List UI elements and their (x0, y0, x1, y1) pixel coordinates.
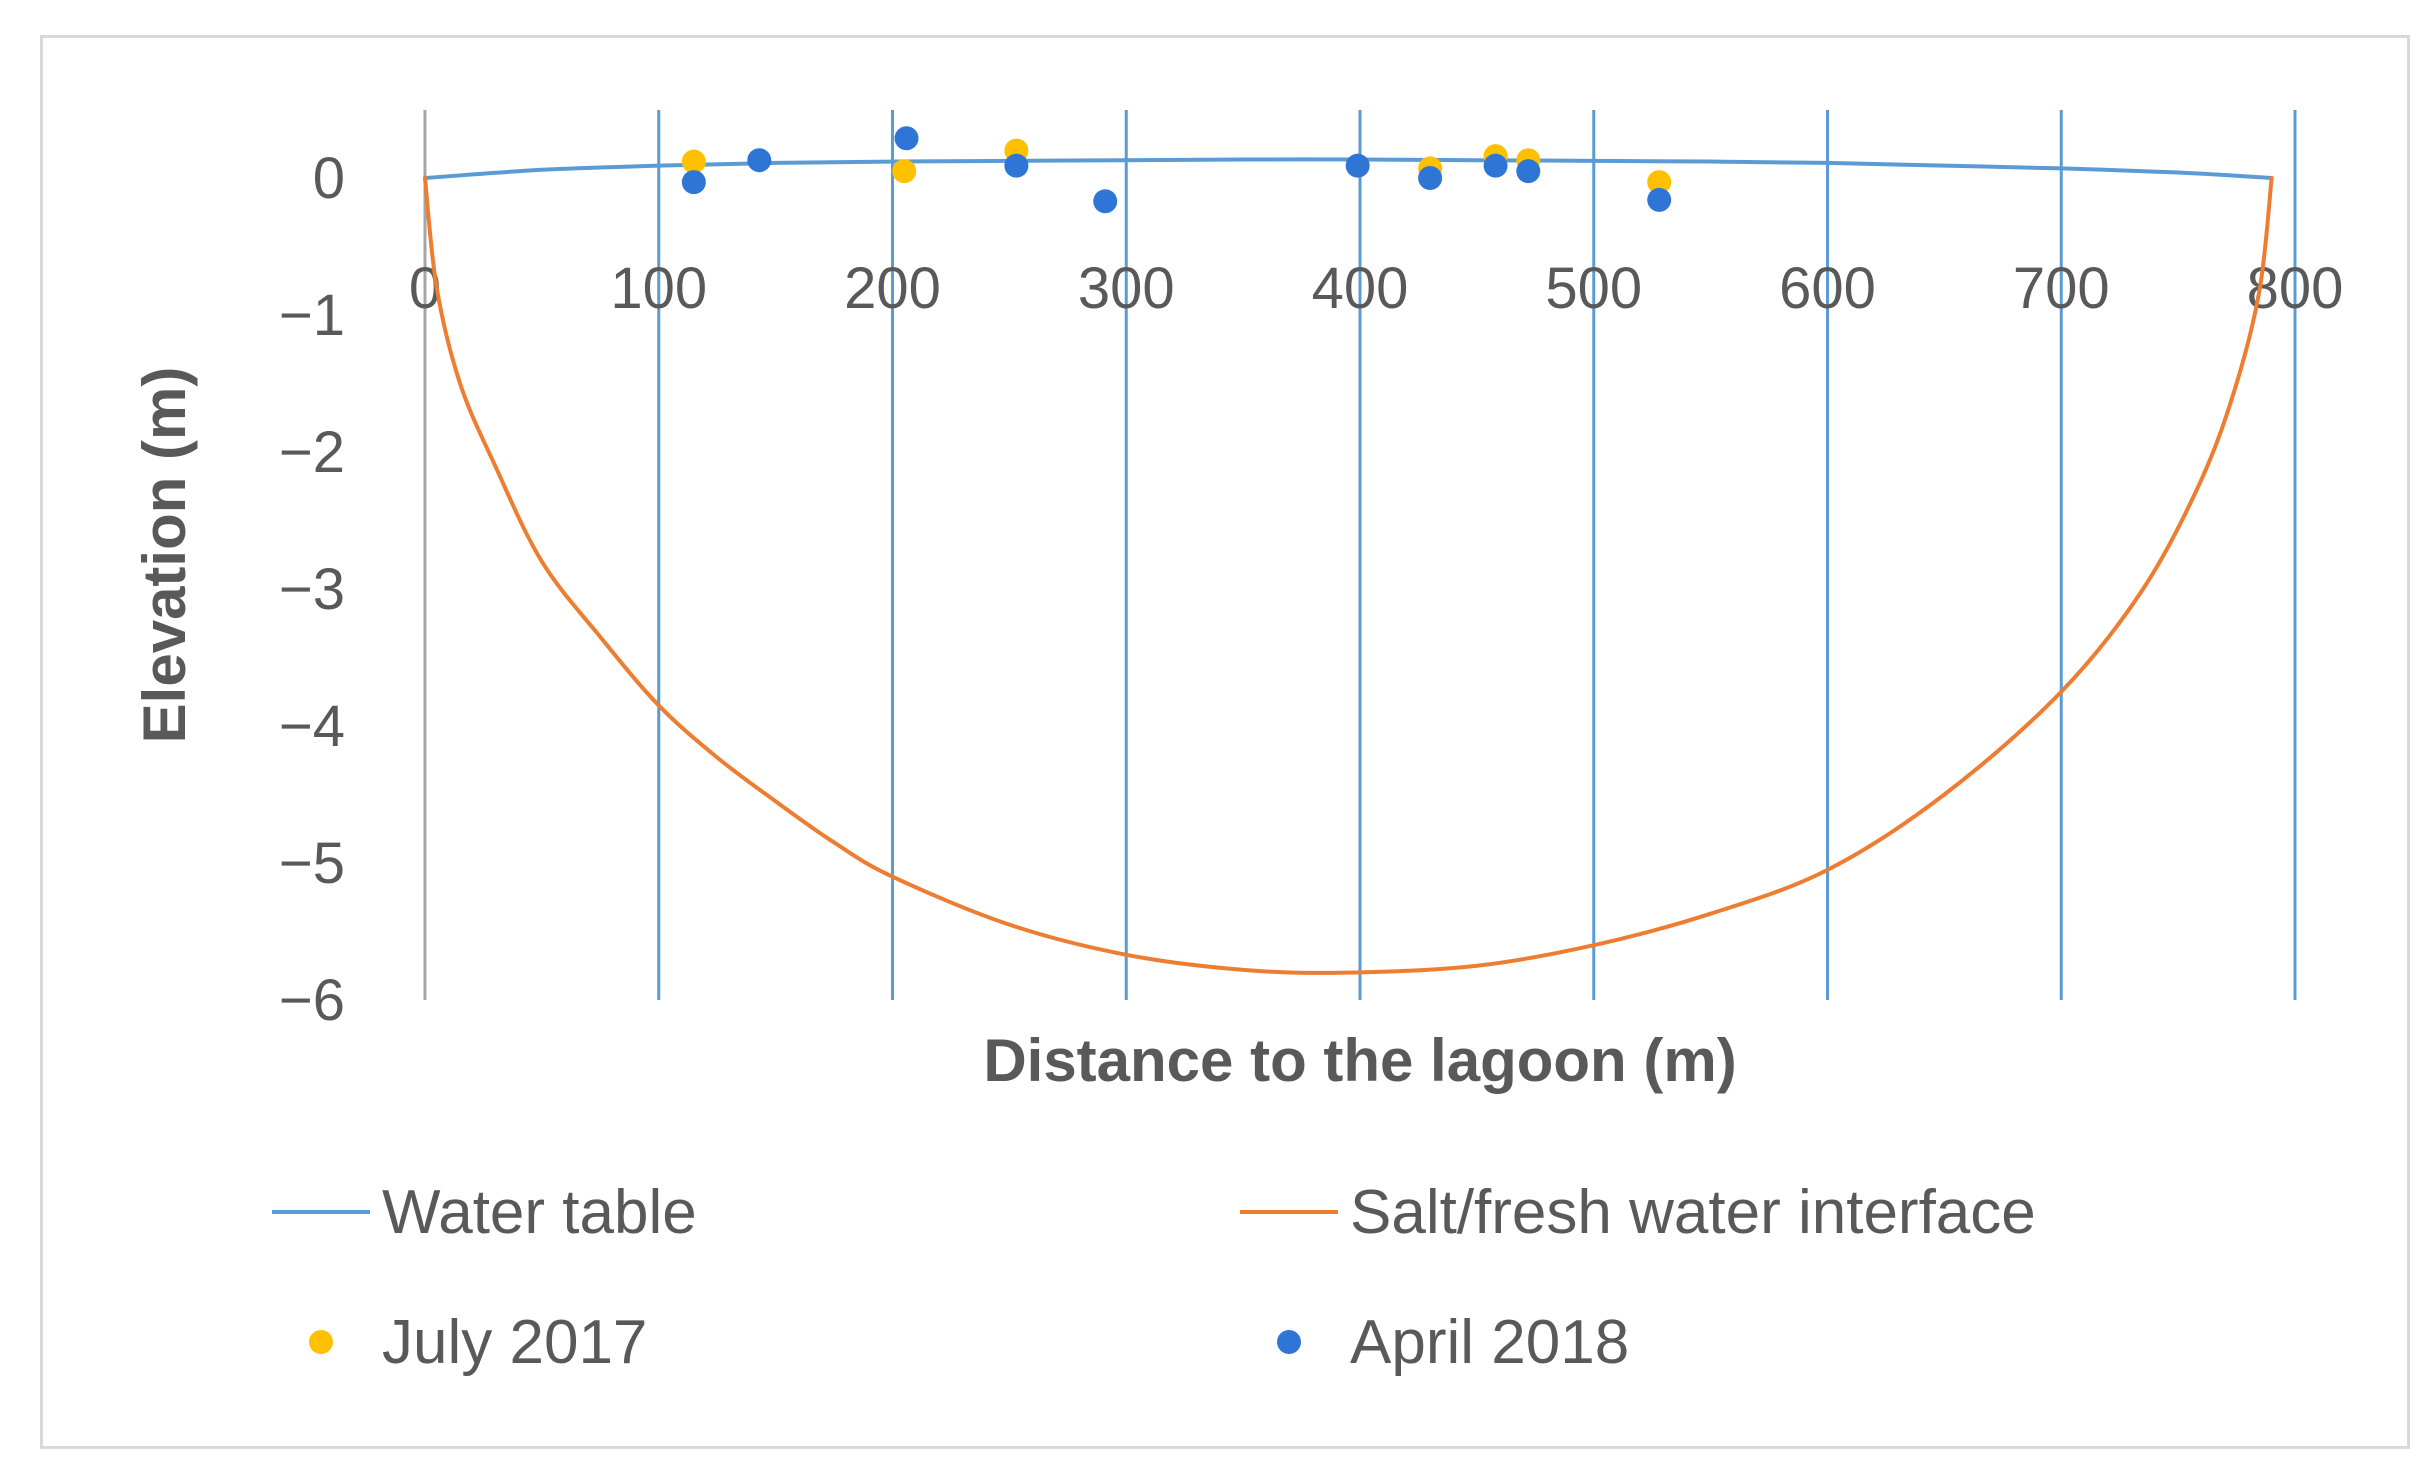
y-tick-label: −3 (279, 557, 345, 622)
april-2018-point (1483, 153, 1508, 178)
x-tick-label: 600 (1779, 256, 1876, 321)
april-2018-point (1418, 166, 1443, 190)
x-tick-label: 400 (1312, 256, 1409, 321)
y-tick-label: −6 (279, 968, 345, 1033)
x-tick-label: 500 (1545, 256, 1642, 321)
y-tick-label: −4 (279, 694, 345, 759)
april-2018-point (1516, 159, 1541, 184)
y-tick-label: −5 (279, 831, 345, 896)
july-2017-point (1647, 170, 1672, 195)
legend-label-salt-fresh-water-interface: Salt/fresh water interface (1350, 1178, 2036, 1247)
april-2018-point (1345, 153, 1370, 178)
series-layer (423, 126, 2274, 975)
y-tick-label: −1 (279, 283, 345, 348)
x-tick-label: 700 (2013, 256, 2110, 321)
y-tick-label: −2 (279, 420, 345, 485)
legend-label-water-table: Water table (382, 1178, 697, 1247)
legend-label-april-2018: April 2018 (1350, 1308, 1629, 1377)
x-tick-label: 200 (844, 256, 941, 321)
x-tick-label: 100 (610, 256, 707, 321)
april-2018-point (681, 170, 706, 195)
april-2018-point (1004, 153, 1029, 178)
legend: Water table Salt/fresh water interface Jul… (272, 1178, 2036, 1377)
july-2017-point (892, 159, 917, 184)
legend-label-july-2017: July 2017 (382, 1308, 647, 1377)
legend-swatch-april-2018 (1277, 1330, 1301, 1354)
april-2018-point (747, 148, 772, 173)
legend-swatch-july-2017 (309, 1330, 333, 1354)
y-axis-title: Elevation (m) (131, 367, 198, 744)
grid-layer (423, 110, 2297, 1000)
april-2018-point (894, 126, 919, 151)
salt-fresh-water-interface-line (423, 176, 2274, 975)
x-tick-label: 300 (1078, 256, 1175, 321)
april-2018-point (1093, 189, 1118, 214)
y-tick-label: 0 (313, 146, 345, 211)
x-axis-title: Distance to the lagoon (m) (983, 1027, 1736, 1094)
april-2018-point (1647, 187, 1672, 212)
july-2017-point (681, 149, 706, 174)
